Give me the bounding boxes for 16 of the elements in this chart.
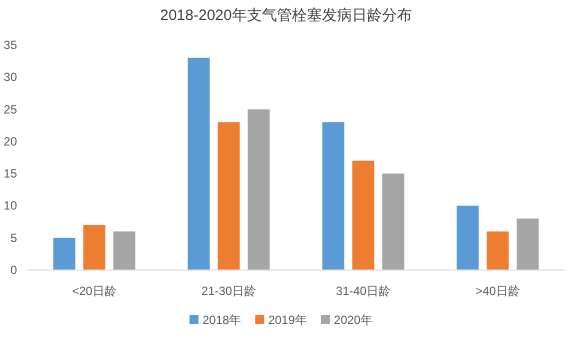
ytick: 15 [4,166,17,181]
legend: 2020年 [334,313,373,327]
ytick: 10 [4,198,17,213]
legend: 2018年 [202,313,242,327]
xtick: 21-30日龄 [201,284,256,298]
ytick: 20 [4,134,17,148]
ytick: 0 [10,263,17,277]
xtick: 31-40日龄 [336,284,391,298]
title: 2018-2020年支气管栓塞发病日龄分布 [160,7,412,24]
ytick: 25 [4,102,17,116]
xtick: >40日龄 [476,284,520,298]
ytick: 35 [4,38,17,52]
ytick: 30 [4,70,17,84]
ytick: 5 [10,230,17,245]
legend: 2019年 [268,313,307,327]
xtick: <20日龄 [72,284,116,298]
